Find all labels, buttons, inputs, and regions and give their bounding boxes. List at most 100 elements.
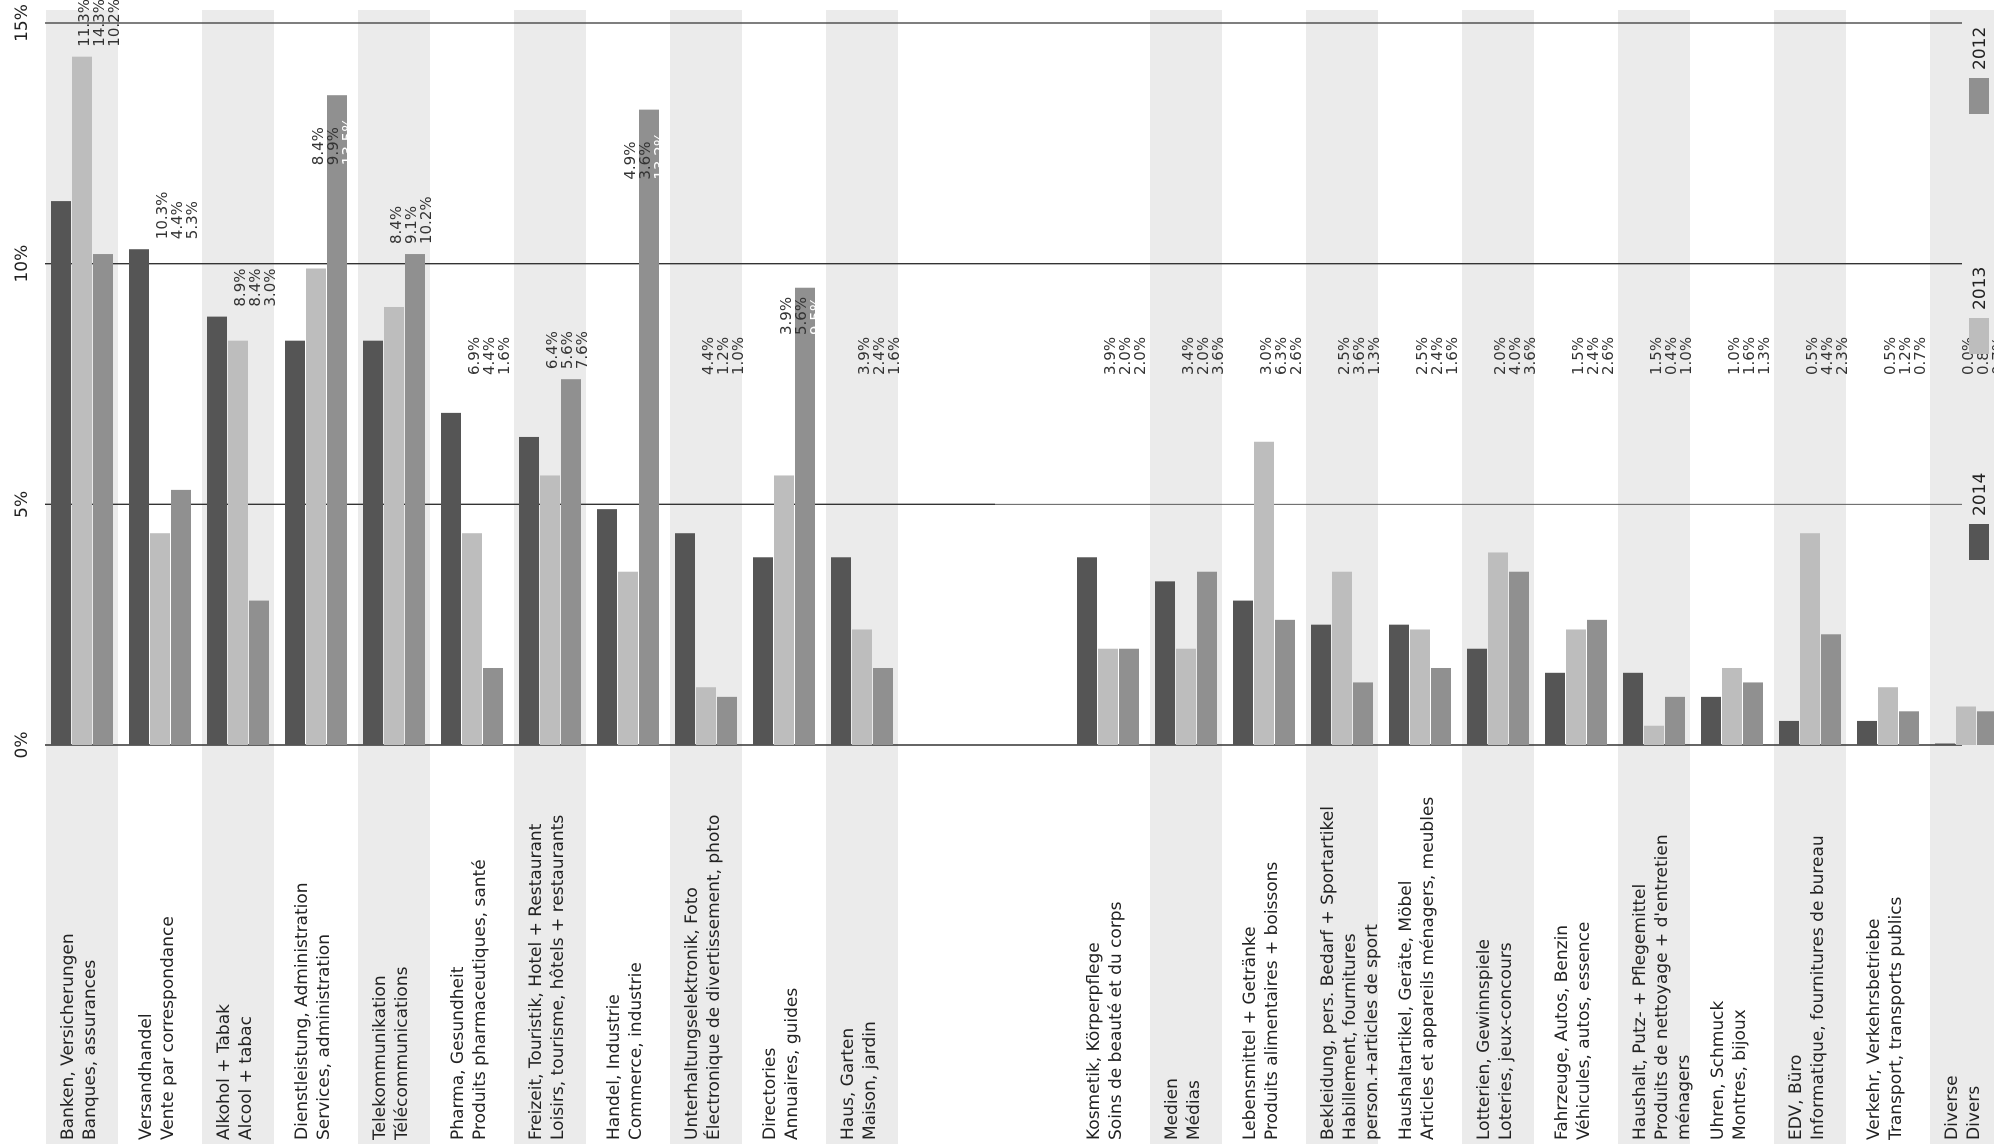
category-label: Annuaires, guides	[782, 988, 802, 1140]
bar-2013	[1410, 629, 1430, 745]
bar-2012	[171, 489, 191, 745]
legend-swatch-2012	[1969, 78, 1989, 114]
bar-2014	[207, 316, 227, 745]
y-tick-label: 10%	[12, 245, 32, 283]
category-label: Medien	[1162, 1078, 1182, 1140]
data-label: 2.4%	[870, 337, 888, 375]
data-label: 5.3%	[183, 201, 201, 239]
category-label: Haus, Garten	[838, 1028, 858, 1140]
data-label: 3.6%	[636, 142, 654, 180]
data-label: 1.3%	[1755, 337, 1773, 375]
bar-2012	[1197, 571, 1217, 745]
bar-2012	[405, 254, 425, 746]
bar-2014	[1467, 648, 1487, 745]
category-label: Véhicules, autos, essence	[1574, 922, 1594, 1140]
category-label: Unterhaltungselektronik, Foto	[682, 887, 702, 1140]
legend-swatch-2014	[1969, 524, 1989, 560]
data-label: 3.6%	[1521, 337, 1539, 375]
category-label: Loisirs, tourisme, hôtels + restaurants	[548, 815, 568, 1140]
data-label: 3.9%	[777, 297, 795, 335]
data-label: 4.4%	[1818, 337, 1836, 375]
bar-2013	[1722, 667, 1742, 745]
data-label: 2.0%	[1131, 337, 1149, 375]
data-label: 9.1%	[402, 206, 420, 244]
data-label: 10.3%	[153, 192, 171, 240]
data-label: 8.4%	[387, 206, 405, 244]
data-label: 2.4%	[1428, 337, 1446, 375]
data-label: 2.3%	[1833, 337, 1851, 375]
data-label: 8.9%	[231, 269, 249, 307]
data-label: 5.6%	[792, 297, 810, 335]
bar-2014	[363, 340, 383, 745]
data-label: 1.3%	[1365, 337, 1383, 375]
bar-2013	[462, 533, 482, 745]
bar-2013	[1644, 725, 1664, 745]
bar-2013	[852, 629, 872, 745]
category-label: Produits alimentaires + boissons	[1262, 862, 1282, 1140]
bar-2012	[1977, 711, 1994, 745]
bar-2013	[1332, 571, 1352, 745]
category-label: Produits pharmaceutiques, santé	[470, 859, 490, 1140]
category-label: Produits de nettoyage + d'entretien	[1652, 834, 1672, 1140]
category-label: Dienstleistung, Administration	[292, 882, 312, 1140]
y-tick-label: 0%	[12, 732, 32, 759]
bar-2012	[1665, 696, 1685, 745]
category-label: Habillement, fournitures	[1340, 933, 1360, 1140]
bar-2013	[1488, 552, 1508, 745]
bar-2014	[597, 509, 617, 745]
y-tick-label: 15%	[12, 4, 32, 42]
data-label: 1.2%	[714, 337, 732, 375]
data-label: 2.5%	[1335, 337, 1353, 375]
bar-2014	[1779, 720, 1799, 745]
bar-2013	[618, 571, 638, 745]
bar-2012	[795, 287, 815, 745]
bar-2014	[1233, 600, 1253, 745]
group-stripe	[1618, 10, 1690, 1144]
category-label: Loteries, jeux-concours	[1496, 942, 1516, 1140]
data-label: 2.4%	[1584, 337, 1602, 375]
data-label: 1.0%	[1725, 337, 1743, 375]
data-label: 0.7%	[1989, 337, 1994, 375]
category-label: Commerce, industrie	[626, 962, 646, 1140]
bar-2014	[441, 412, 461, 745]
bar-2012	[1821, 634, 1841, 745]
bar-2012	[483, 667, 503, 745]
data-label: 1.6%	[1443, 337, 1461, 375]
bar-2012	[717, 696, 737, 745]
data-label: 13.5%	[339, 118, 357, 166]
bar-2013	[150, 533, 170, 745]
category-label: Lebensmittel + Getränke	[1240, 926, 1260, 1140]
bar-2014	[831, 557, 851, 745]
bar-2014	[285, 340, 305, 745]
data-label: 2.6%	[1287, 337, 1305, 375]
data-label: 2.0%	[1194, 337, 1212, 375]
bar-2012	[1587, 619, 1607, 745]
bar-2012	[1353, 682, 1373, 745]
bar-2014	[1701, 696, 1721, 745]
data-label: 0.5%	[1803, 337, 1821, 375]
data-label: 10.2%	[417, 196, 435, 244]
bar-2014	[1389, 624, 1409, 745]
bar-2013	[1254, 441, 1274, 745]
data-label: 10.2%	[105, 0, 123, 47]
bar-2012	[1431, 667, 1451, 745]
data-label: 1.2%	[1896, 337, 1914, 375]
data-label: 2.0%	[1491, 337, 1509, 375]
bar-2012	[639, 109, 659, 745]
data-label: 1.6%	[885, 337, 903, 375]
data-label: 9.5%	[807, 297, 825, 335]
bar-2014	[1155, 581, 1175, 745]
category-label: Services, administration	[314, 934, 334, 1140]
bar-2014	[1077, 557, 1097, 745]
bar-2014	[51, 201, 71, 746]
data-label: 2.6%	[1599, 337, 1617, 375]
bar-2014	[1311, 624, 1331, 745]
data-label: 4.4%	[699, 337, 717, 375]
category-label: Vente par correspondance	[158, 916, 178, 1140]
bar-2013	[306, 268, 326, 745]
data-label: 3.9%	[1101, 337, 1119, 375]
legend-label-2014: 2014	[1970, 473, 1990, 516]
data-label: 4.4%	[480, 337, 498, 375]
data-label: 1.6%	[1740, 337, 1758, 375]
